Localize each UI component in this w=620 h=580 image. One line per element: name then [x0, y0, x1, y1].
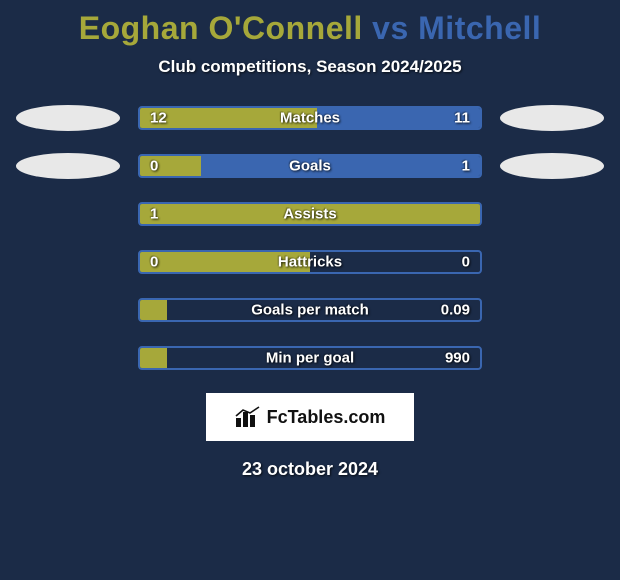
stat-label: Assists	[283, 206, 336, 223]
stat-row: Assists 1	[0, 201, 620, 227]
bars-icon	[235, 406, 261, 428]
stat-value-right: 990	[445, 350, 470, 367]
spacer	[500, 345, 604, 371]
spacer	[500, 201, 604, 227]
subtitle: Club competitions, Season 2024/2025	[0, 57, 620, 77]
stat-label: Min per goal	[266, 350, 354, 367]
spacer	[500, 249, 604, 275]
bar-fill-left	[140, 348, 167, 368]
stat-bar: Min per goal 990	[138, 346, 482, 370]
stat-label: Goals per match	[251, 302, 369, 319]
bar-fill-left	[140, 300, 167, 320]
stat-bar: Hattricks 0 0	[138, 250, 482, 274]
logo-badge: FcTables.com	[206, 393, 414, 441]
stat-bar: Goals per match 0.09	[138, 298, 482, 322]
title-player-right: Mitchell	[418, 10, 541, 46]
stat-value-left: 12	[150, 110, 167, 127]
stat-row: Min per goal 990	[0, 345, 620, 371]
page-title: Eoghan O'Connell vs Mitchell	[0, 10, 620, 47]
date-label: 23 october 2024	[0, 459, 620, 480]
spacer	[16, 249, 120, 275]
stat-label: Matches	[280, 110, 340, 127]
player-right-marker	[500, 153, 604, 179]
bar-fill-right	[201, 156, 480, 176]
stat-value-left: 0	[150, 254, 158, 271]
spacer	[500, 297, 604, 323]
spacer	[16, 345, 120, 371]
player-left-marker	[16, 153, 120, 179]
stat-bar: Goals 0 1	[138, 154, 482, 178]
stat-value-right: 1	[462, 158, 470, 175]
stat-value-right: 0	[462, 254, 470, 271]
stats-container: Matches1211Goals01Assists1Hattricks00Goa…	[0, 105, 620, 371]
stat-label: Hattricks	[278, 254, 342, 271]
logo-text: FcTables.com	[267, 407, 386, 428]
stat-bar: Assists 1	[138, 202, 482, 226]
title-player-left: Eoghan O'Connell	[79, 10, 363, 46]
stat-row: Goals per match 0.09	[0, 297, 620, 323]
stat-label: Goals	[289, 158, 331, 175]
title-vs: vs	[363, 10, 418, 46]
comparison-card: Eoghan O'Connell vs Mitchell Club compet…	[0, 0, 620, 580]
stat-row: Goals 0 1	[0, 153, 620, 179]
player-left-marker	[16, 105, 120, 131]
stat-value-left: 0	[150, 158, 158, 175]
spacer	[16, 297, 120, 323]
spacer	[16, 201, 120, 227]
stat-row: Hattricks 0 0	[0, 249, 620, 275]
stat-value-right: 11	[454, 110, 470, 127]
stat-value-right: 0.09	[441, 302, 470, 319]
stat-bar: Matches 12 11	[138, 106, 482, 130]
stat-value-left: 1	[150, 206, 158, 223]
stat-row: Matches 12 11	[0, 105, 620, 131]
player-right-marker	[500, 105, 604, 131]
